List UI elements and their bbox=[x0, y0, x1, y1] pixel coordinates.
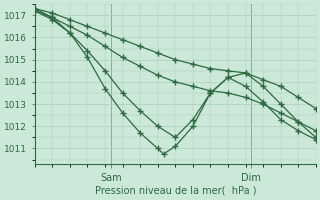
X-axis label: Pression niveau de la mer(  hPa ): Pression niveau de la mer( hPa ) bbox=[95, 186, 256, 196]
